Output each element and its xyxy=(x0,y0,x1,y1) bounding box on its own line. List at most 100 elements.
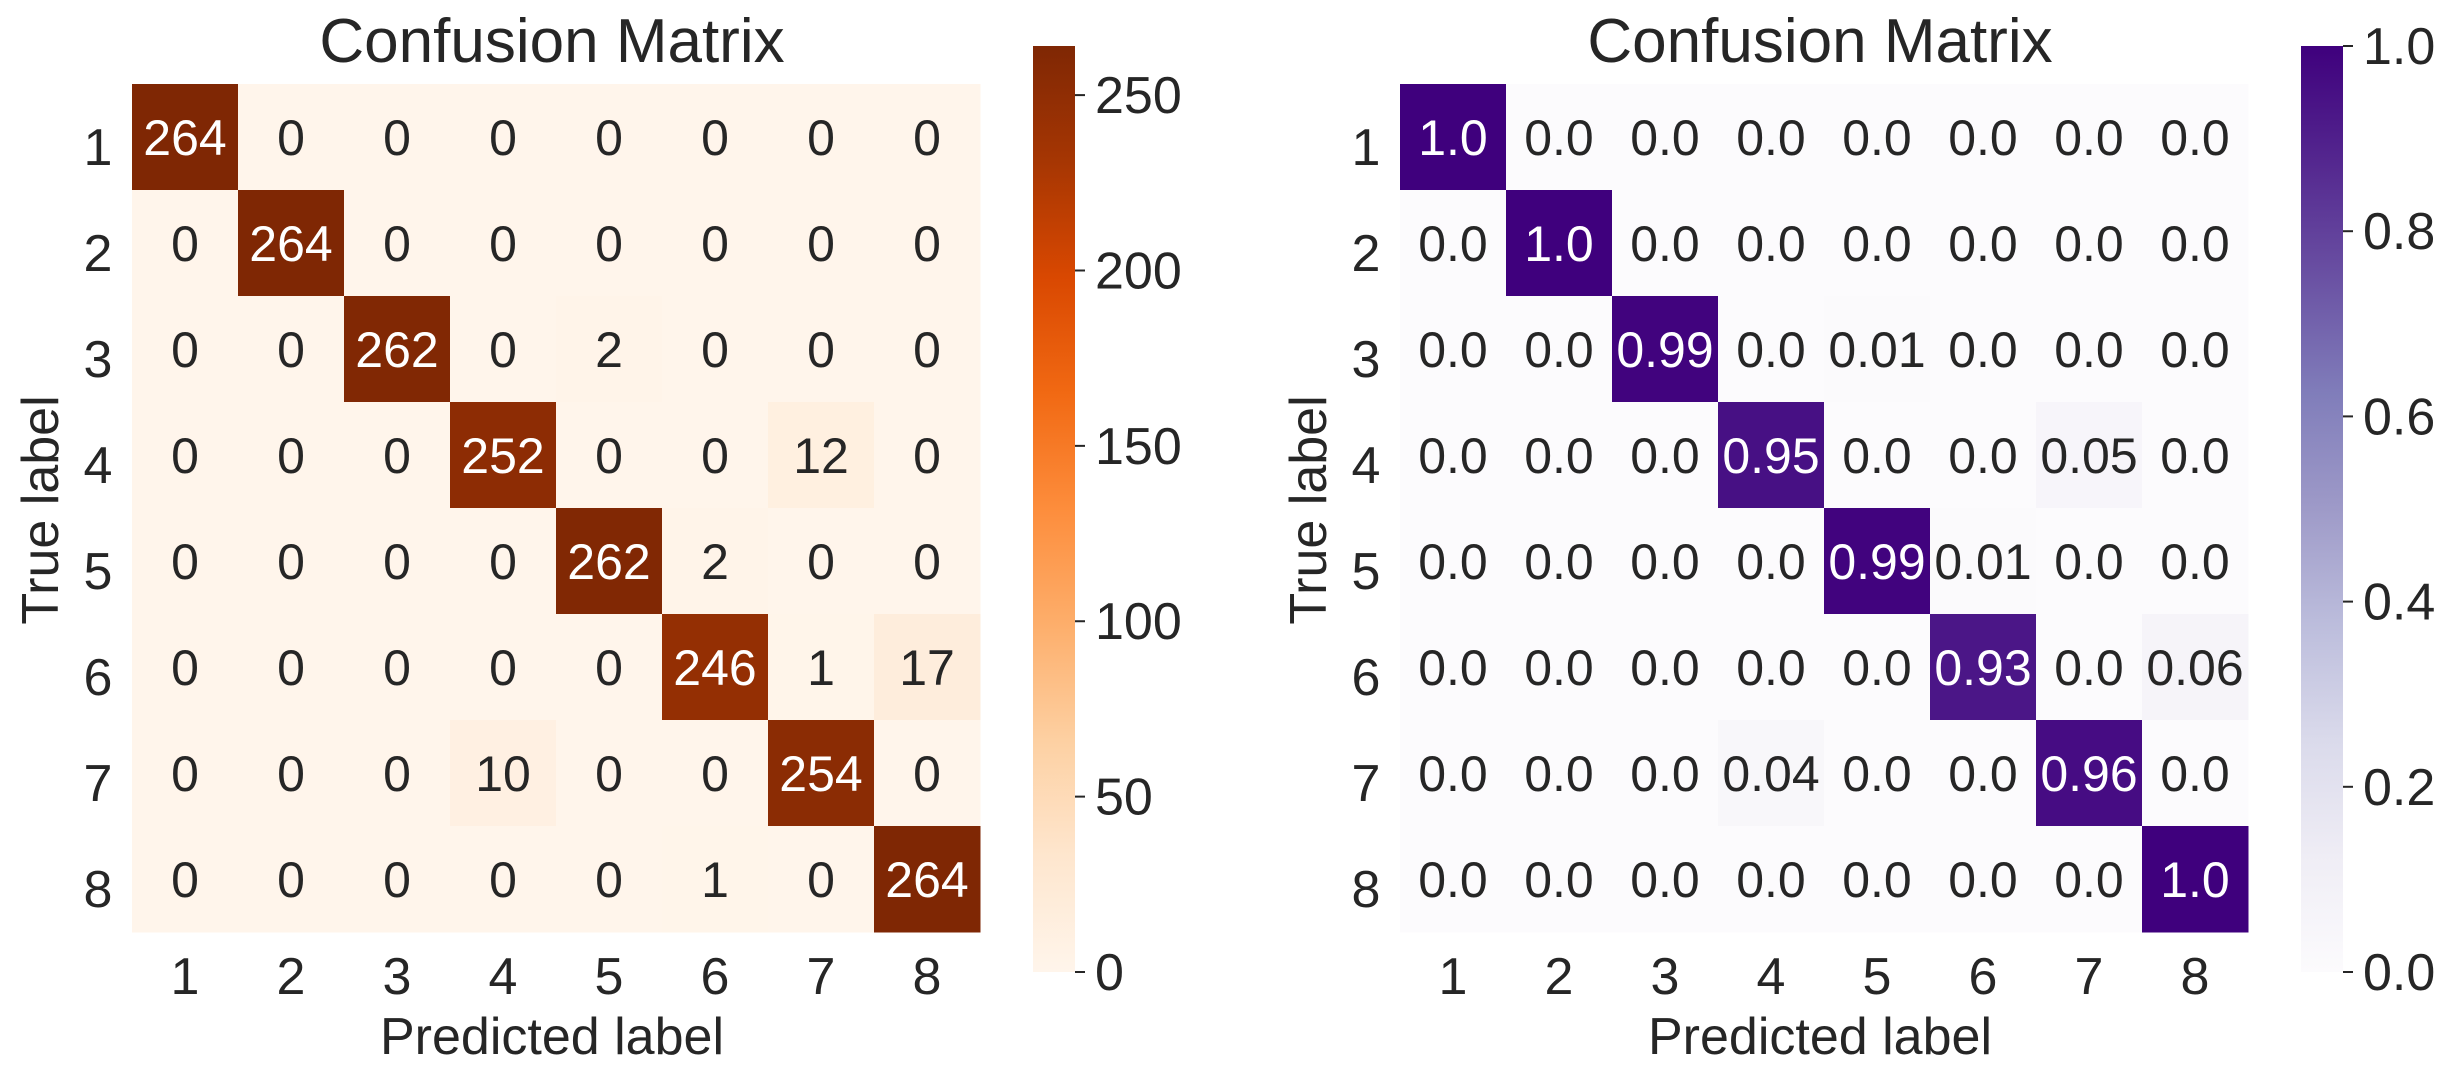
heatmap-cell xyxy=(1930,508,2037,615)
heatmap-cell xyxy=(768,190,875,297)
y-tick-label: 4 xyxy=(1352,437,1381,495)
cell-value-label: 0 xyxy=(807,534,835,590)
cell-value-label: 0 xyxy=(701,216,729,272)
cell-value-label: 0.0 xyxy=(2160,322,2230,378)
cell-value-label: 0.0 xyxy=(1418,852,1488,908)
cell-value-label: 0.0 xyxy=(1948,746,2018,802)
cell-value-label: 0 xyxy=(595,428,623,484)
cell-value-label: 0.0 xyxy=(1842,746,1912,802)
heatmap-cell xyxy=(1612,826,1719,933)
heatmap-cell xyxy=(662,296,769,403)
y-tick-labels: 1 2 3 4 5 6 7 8 xyxy=(84,119,113,919)
heatmap-cell xyxy=(2142,84,2249,191)
heatmap-cell xyxy=(1824,614,1931,721)
heatmap-cell xyxy=(662,720,769,827)
cell-value-label: 0 xyxy=(595,110,623,166)
cell-value-label: 0 xyxy=(807,216,835,272)
cell-value-label: 0 xyxy=(277,640,305,696)
heatmap-cell xyxy=(1824,720,1931,827)
cell-value-label: 0 xyxy=(383,746,411,802)
heatmap-cell xyxy=(450,614,557,721)
heatmap-cell xyxy=(1718,826,1825,933)
cell-value-label: 0.0 xyxy=(1630,428,1700,484)
heatmap-cell xyxy=(662,84,769,191)
heatmap-cell xyxy=(556,84,663,191)
y-tick-label: 8 xyxy=(84,861,113,919)
heatmap-cell xyxy=(450,720,557,827)
cell-value-label: 0.0 xyxy=(2160,428,2230,484)
cell-value-label: 0 xyxy=(913,534,941,590)
cell-value-label: 0.0 xyxy=(1524,534,1594,590)
cell-value-label: 0.0 xyxy=(1842,216,1912,272)
x-tick-label: 5 xyxy=(1863,948,1892,1006)
heatmap-cell xyxy=(1930,190,2037,297)
cell-value-label: 0 xyxy=(277,428,305,484)
colorbar-tick-label: 150 xyxy=(1095,418,1182,476)
heatmap-cell xyxy=(238,614,345,721)
x-axis-label: Predicted label xyxy=(1648,1008,1992,1066)
heatmap-cell xyxy=(344,720,451,827)
heatmap-cell xyxy=(2142,402,2249,509)
cell-value-label: 0.95 xyxy=(1722,428,1819,484)
colorbar xyxy=(1033,46,1075,972)
heatmap-cell xyxy=(1718,402,1825,509)
heatmap-cell xyxy=(1930,296,2037,403)
heatmap-cell xyxy=(1400,296,1507,403)
heatmap-cell xyxy=(768,826,875,933)
cell-value-label: 0 xyxy=(171,746,199,802)
cell-value-label: 0.0 xyxy=(2160,110,2230,166)
cell-value-label: 0.0 xyxy=(2160,216,2230,272)
heatmap-cell xyxy=(132,720,239,827)
cell-value-label: 0 xyxy=(701,110,729,166)
y-tick-label: 8 xyxy=(1352,861,1381,919)
y-tick-label: 1 xyxy=(1352,119,1381,177)
cell-value-label: 0 xyxy=(701,322,729,378)
heatmap-cell xyxy=(1824,508,1931,615)
cell-value-label: 0.0 xyxy=(1736,110,1806,166)
colorbar-tick-label: 100 xyxy=(1095,593,1182,651)
heatmap-cell xyxy=(450,508,557,615)
heatmap-cell xyxy=(874,84,981,191)
x-tick-label: 4 xyxy=(489,948,518,1006)
cell-value-label: 0 xyxy=(807,852,835,908)
heatmap-cell xyxy=(1824,84,1931,191)
cell-value-label: 0.99 xyxy=(1616,322,1713,378)
colorbar xyxy=(2301,46,2343,972)
cell-value-label: 0.0 xyxy=(1842,110,1912,166)
cell-value-label: 0 xyxy=(489,534,517,590)
heatmap-cell xyxy=(238,84,345,191)
cell-value-label: 0 xyxy=(489,640,517,696)
heatmap-cell xyxy=(874,508,981,615)
cell-value-label: 0 xyxy=(171,640,199,696)
cell-value-label: 0.0 xyxy=(2054,640,2124,696)
cell-value-label: 0.0 xyxy=(1524,322,1594,378)
cell-value-label: 0.0 xyxy=(1842,640,1912,696)
y-tick-label: 5 xyxy=(84,543,113,601)
heatmap-cell xyxy=(1612,614,1719,721)
chart-title: Confusion Matrix xyxy=(1587,7,2052,76)
x-tick-label: 3 xyxy=(1651,948,1680,1006)
cell-value-label: 0 xyxy=(383,852,411,908)
cell-value-label: 12 xyxy=(793,428,849,484)
heatmap-cell xyxy=(1400,720,1507,827)
cell-value-label: 0.0 xyxy=(2054,534,2124,590)
cell-value-label: 0 xyxy=(171,534,199,590)
heatmap-cell xyxy=(1612,720,1719,827)
heatmap-cell xyxy=(132,190,239,297)
colorbar-tick-label: 0 xyxy=(1095,944,1124,1002)
cell-value-label: 0 xyxy=(277,746,305,802)
y-tick-label: 3 xyxy=(84,331,113,389)
cell-value-label: 0 xyxy=(277,852,305,908)
heatmap-cell xyxy=(2036,508,2143,615)
cell-value-label: 0.0 xyxy=(2160,534,2230,590)
heatmap-cell xyxy=(1824,296,1931,403)
cell-value-label: 0.0 xyxy=(1736,534,1806,590)
cell-value-label: 0 xyxy=(171,216,199,272)
cell-value-label: 254 xyxy=(779,746,862,802)
heatmap-cell xyxy=(344,826,451,933)
cell-value-label: 0.0 xyxy=(2054,322,2124,378)
cell-value-label: 264 xyxy=(249,216,332,272)
heatmap-cell xyxy=(238,508,345,615)
heatmap-cell xyxy=(238,190,345,297)
heatmap-cell xyxy=(2142,826,2249,933)
